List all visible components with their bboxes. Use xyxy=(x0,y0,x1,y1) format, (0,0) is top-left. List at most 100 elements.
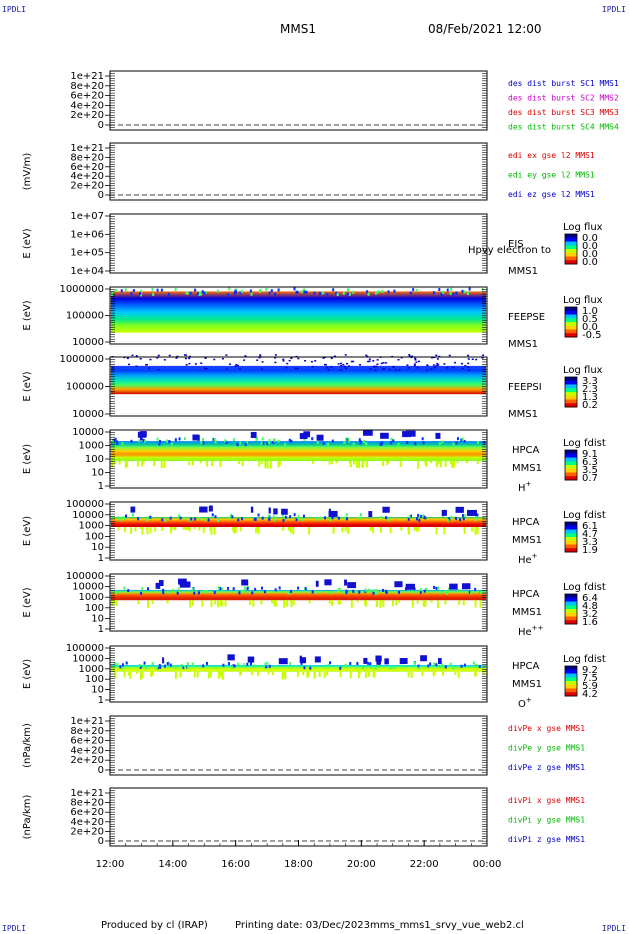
y-tick-label: 1000 xyxy=(79,592,104,603)
fringe-mark xyxy=(457,671,460,679)
probe-label: MMS1 xyxy=(512,679,542,690)
fringe-mark xyxy=(358,671,361,679)
spectrogram-speckle xyxy=(149,358,152,361)
species-label: He+ xyxy=(518,552,538,566)
spectrogram-speckle xyxy=(316,441,319,445)
spectrogram-speckle xyxy=(189,291,192,295)
y-tick-label: 2e+20 xyxy=(70,110,104,121)
spectrogram-speckle xyxy=(304,360,307,362)
fringe-mark xyxy=(255,526,258,534)
spectrogram-speckle xyxy=(352,589,355,593)
fringe-mark xyxy=(347,526,350,533)
fringe-mark xyxy=(278,461,281,466)
burst-mark xyxy=(281,508,288,515)
time-tick-label: 12:00 xyxy=(96,859,125,870)
colorbar-swatch xyxy=(565,450,577,455)
fringe-mark xyxy=(441,671,444,676)
spectrogram-speckle xyxy=(138,439,141,443)
burst-mark xyxy=(324,579,332,586)
spectrogram-speckle xyxy=(333,355,336,357)
spectrogram-speckle xyxy=(388,368,391,371)
burst-mark xyxy=(268,507,271,514)
fringe-mark xyxy=(160,526,163,531)
fringe-mark xyxy=(430,600,433,603)
spectrogram-speckle xyxy=(282,358,285,361)
spectrogram-speckle xyxy=(367,661,370,665)
spectrogram-speckle xyxy=(188,362,191,365)
spectrogram-speckle xyxy=(419,590,422,594)
fringe-mark xyxy=(341,526,344,533)
panel-hpca_h: 10000 1000 100 10 1 HPCA MMS1 H+ E (eV) xyxy=(22,427,542,494)
spectrogram-speckle xyxy=(122,516,125,520)
spectrogram-speckle xyxy=(460,664,463,668)
burst-mark xyxy=(375,655,382,662)
spectrogram-speckle xyxy=(461,437,464,441)
spectrogram-speckle xyxy=(329,518,332,522)
spectrogram-speckle xyxy=(277,439,280,443)
spectrogram-speckle xyxy=(408,515,411,519)
spectrogram-speckle xyxy=(348,292,351,296)
fringe-mark xyxy=(415,526,418,532)
fringe-mark xyxy=(173,526,176,531)
fringe-mark xyxy=(338,600,341,605)
fringe-mark xyxy=(421,671,424,676)
spectrogram-speckle xyxy=(418,518,421,522)
fringe-mark xyxy=(163,461,166,469)
colorbar-swatch xyxy=(565,609,577,614)
y-tick-label: 10 xyxy=(91,685,104,696)
y-tick-label: 1000000 xyxy=(59,354,104,365)
spectrogram-speckle xyxy=(238,591,241,595)
fringe-mark xyxy=(129,671,132,679)
spectrogram-speckle xyxy=(342,363,345,366)
colorbar-tick-label: 4.2 xyxy=(582,689,598,700)
corner-label-bottom-right: IPDLI xyxy=(601,924,626,933)
species-label: O+ xyxy=(518,696,532,710)
spectrogram-speckle xyxy=(373,366,376,368)
spectrogram-speckle xyxy=(297,586,300,590)
spectrogram-speckle xyxy=(256,359,259,361)
spectrogram-speckle xyxy=(268,291,271,295)
fringe-mark xyxy=(113,600,116,604)
spectrogram-speckle xyxy=(460,362,463,365)
y-tick-label: 100000 xyxy=(66,571,104,582)
species-charge: + xyxy=(526,696,532,704)
spectrogram-speckle xyxy=(146,518,149,522)
fringe-mark xyxy=(482,671,485,675)
burst-mark xyxy=(384,658,389,665)
spectrogram-speckle xyxy=(216,289,219,293)
spectrogram-speckle xyxy=(194,363,197,365)
spectrogram-speckle xyxy=(259,354,262,356)
fringe-mark xyxy=(124,461,127,469)
time-tick-label: 16:00 xyxy=(221,859,250,870)
spectrogram-speckle xyxy=(237,364,240,367)
colorbar-tick-label: 4.7 xyxy=(582,529,598,540)
spectrogram-speckle xyxy=(241,517,244,521)
spectrogram-speckle xyxy=(319,516,322,520)
spectrogram-speckle xyxy=(273,518,276,522)
y-tick-label: 6e+20 xyxy=(70,807,104,818)
colorbar-swatch xyxy=(565,453,577,458)
spectrogram-speckle xyxy=(426,364,429,367)
spectrogram-speckle xyxy=(204,357,207,359)
fringe-mark xyxy=(365,461,368,468)
spectrogram-speckle xyxy=(142,438,145,442)
spectrogram-speckle xyxy=(346,438,349,442)
fringe-mark xyxy=(141,526,144,535)
spectrogram-speckle xyxy=(169,663,172,667)
spectrogram-speckle xyxy=(122,666,125,670)
spectrogram-speckle xyxy=(363,439,366,443)
spectrogram-speckle xyxy=(438,442,441,446)
spectrogram-speckle xyxy=(211,513,214,517)
fringe-mark xyxy=(137,600,140,605)
fringe-mark xyxy=(179,671,182,678)
spectrogram-speckle xyxy=(130,439,133,443)
y-tick-label: 1e+21 xyxy=(70,716,104,727)
spectrogram-speckle xyxy=(258,356,261,359)
fringe-mark xyxy=(465,461,468,464)
spectrogram-speckle xyxy=(468,369,471,371)
spectrogram-band xyxy=(111,291,486,333)
